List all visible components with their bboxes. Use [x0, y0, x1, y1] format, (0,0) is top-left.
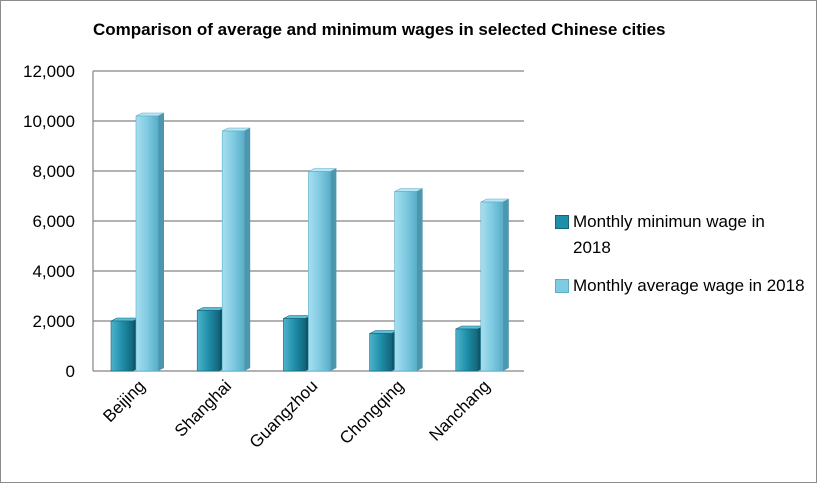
- bar: [110, 317, 140, 372]
- y-tick-label: 12,000: [23, 62, 75, 81]
- bar-front-face: [221, 130, 245, 372]
- x-tick-label: Beijing: [99, 376, 149, 426]
- bar-front-face: [369, 333, 392, 372]
- bar: [221, 127, 251, 372]
- bar-front-face: [308, 171, 331, 372]
- y-tick-label: 0: [66, 362, 75, 381]
- x-tick-label: Chongqing: [336, 376, 408, 448]
- bar: [455, 325, 484, 372]
- bar-side-face: [158, 113, 164, 371]
- legend-item-minimum-wage: Monthly minimun wage in 2018: [555, 209, 805, 261]
- bar: [394, 188, 423, 372]
- legend-label-average-wage: Monthly average wage in 2018: [573, 276, 805, 295]
- x-axis-tick-labels: Beijing Shanghai Guangzhou Chongqing Nanchan…: [99, 376, 493, 452]
- bar: [283, 315, 312, 372]
- x-tick-label: Shanghai: [171, 376, 235, 440]
- y-tick-label: 4,000: [32, 262, 75, 281]
- bar: [480, 198, 509, 372]
- legend: Monthly minimun wage in 2018 Monthly ave…: [555, 209, 805, 311]
- x-tick-label: Nanchang: [425, 376, 493, 444]
- bar-front-face: [110, 320, 134, 372]
- bar-front-face: [196, 310, 220, 372]
- chart-title: Comparison of average and minimum wages …: [93, 20, 666, 39]
- bar-front-face: [480, 201, 504, 372]
- legend-item-average-wage: Monthly average wage in 2018: [555, 273, 805, 299]
- y-tick-label: 2,000: [32, 312, 75, 331]
- legend-label-minimum-wage: Monthly minimun wage in 2018: [573, 212, 765, 257]
- bar-front-face: [394, 191, 417, 372]
- bar-side-face: [244, 128, 251, 371]
- bars: [110, 112, 509, 372]
- legend-swatch-average-wage: [555, 279, 569, 293]
- bar: [369, 330, 398, 372]
- y-tick-label: 10,000: [23, 112, 75, 131]
- bar-side-face: [502, 199, 509, 371]
- bar: [308, 168, 337, 372]
- y-tick-label: 6,000: [32, 212, 75, 231]
- x-tick-label: Guangzhou: [246, 376, 322, 452]
- y-tick-label: 8,000: [32, 162, 75, 181]
- bar: [196, 307, 226, 372]
- bar-front-face: [283, 318, 306, 372]
- bar-front-face: [455, 328, 479, 372]
- bar: [135, 112, 165, 372]
- y-axis-tick-labels: 0 2,000 4,000 6,000 8,000 10,000 12,000: [23, 62, 75, 381]
- bar-front-face: [135, 115, 159, 372]
- bar-side-face: [416, 188, 423, 371]
- bar-side-face: [330, 168, 337, 371]
- legend-swatch-minimum-wage: [555, 215, 569, 229]
